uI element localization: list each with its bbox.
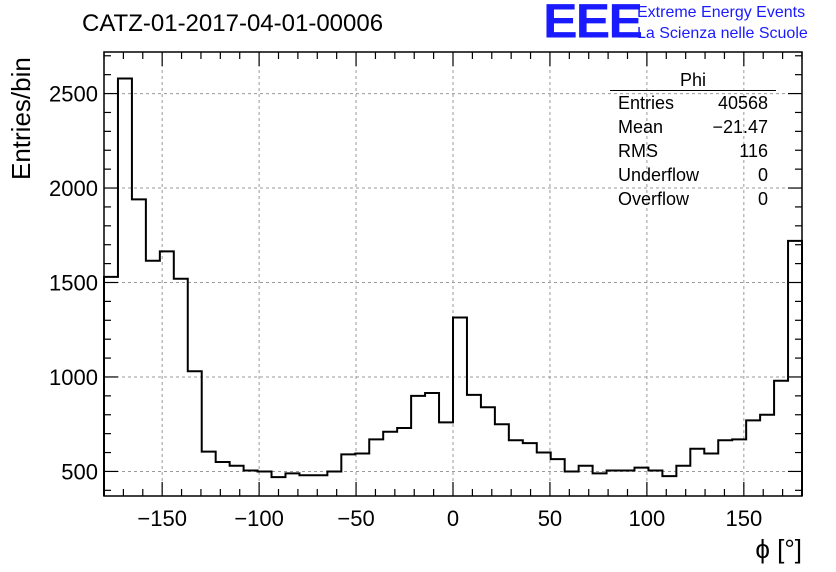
chart-title: CATZ-01-2017-04-01-00006 (82, 10, 384, 37)
histogram-bin (230, 466, 244, 496)
histogram-bin (118, 78, 132, 496)
histogram-bin (132, 199, 146, 496)
eee-logo-text: Extreme Energy Events La Scienza nelle S… (637, 2, 808, 44)
histogram-bin (160, 251, 174, 496)
histogram-bin (648, 470, 662, 496)
histogram-bin (244, 470, 258, 496)
stats-row-mean: Mean −21.47 (610, 115, 776, 139)
histogram-bin (439, 422, 453, 496)
stats-label: Entries (618, 93, 675, 113)
histogram-bin (467, 395, 481, 496)
histogram-bin (774, 381, 788, 496)
logo-line-1: Extreme Energy Events (637, 4, 806, 21)
histogram-bin (411, 396, 425, 496)
histogram-bin (718, 440, 732, 496)
histogram-bin (188, 371, 202, 496)
histogram-bin (202, 452, 216, 496)
x-tick-label: 0 (447, 506, 459, 531)
histogram-bin (565, 471, 579, 496)
histogram-bin (523, 443, 537, 496)
stats-row-underflow: Underflow 0 (610, 163, 776, 187)
y-tick-label: 2500 (49, 82, 98, 107)
histogram-bin (788, 241, 802, 496)
histogram-bin (537, 453, 551, 496)
histogram-bin (216, 462, 230, 496)
x-axis-label: ϕ [°] (755, 534, 802, 564)
histogram-bin (299, 475, 313, 496)
histogram-bin (690, 449, 704, 496)
histogram-bin (397, 428, 411, 496)
histogram-bin (662, 476, 676, 496)
y-tick-label: 500 (61, 459, 98, 484)
y-tick-label: 2000 (49, 176, 98, 201)
histogram-bin (104, 277, 118, 496)
x-tick-label: 50 (538, 506, 562, 531)
histogram-outline (103, 77, 803, 496)
stats-row-overflow: Overflow 0 (610, 187, 776, 211)
stats-label: RMS (618, 141, 658, 161)
histogram-bin (327, 471, 341, 496)
histogram-bin (146, 261, 160, 496)
stats-label: Mean (618, 117, 664, 137)
histogram-bin (760, 415, 774, 496)
x-tick-label: −50 (337, 506, 374, 531)
histogram-bin (481, 407, 495, 496)
stats-value: 40568 (717, 93, 768, 113)
histogram-bin (495, 424, 509, 496)
histogram-bin (383, 432, 397, 496)
stats-label: Underflow (618, 165, 700, 185)
histogram-bin (579, 466, 593, 496)
stats-value: 0 (757, 165, 768, 185)
histogram-bin (704, 453, 718, 496)
y-tick-label: 1000 (49, 365, 98, 390)
y-axis-label: Entries/bin (6, 57, 36, 180)
histogram-bin (425, 393, 439, 496)
x-tick-label: 100 (629, 506, 666, 531)
stats-label: Overflow (618, 189, 690, 209)
stats-box-title: Phi (610, 70, 776, 91)
x-tick-label: 150 (725, 506, 762, 531)
histogram-bin (509, 440, 523, 496)
histogram-bin (551, 459, 565, 496)
histogram-bin (453, 317, 467, 496)
histogram-bin (369, 439, 383, 496)
histogram-bin (676, 466, 690, 496)
eee-logo: EEE (543, 0, 643, 49)
stats-row-entries: Entries 40568 (610, 91, 776, 115)
x-tick-label: −100 (234, 506, 284, 531)
histogram-bin (593, 473, 607, 496)
stats-value: 0 (757, 189, 768, 209)
histogram-bin (341, 454, 355, 496)
histogram-bin (313, 475, 327, 496)
stats-value: −21.47 (712, 117, 768, 137)
stats-box: Phi Entries 40568 Mean −21.47 RMS 116 Un… (610, 70, 776, 211)
y-tick-label: 1500 (49, 271, 98, 296)
stats-row-rms: RMS 116 (610, 139, 776, 163)
stats-value: 116 (739, 141, 768, 161)
histogram-bin (746, 420, 760, 496)
histogram-bin (174, 279, 188, 496)
x-tick-label: −150 (137, 506, 187, 531)
histogram-bin (355, 453, 369, 496)
logo-line-2: La Scienza nelle Scuole (637, 25, 808, 42)
